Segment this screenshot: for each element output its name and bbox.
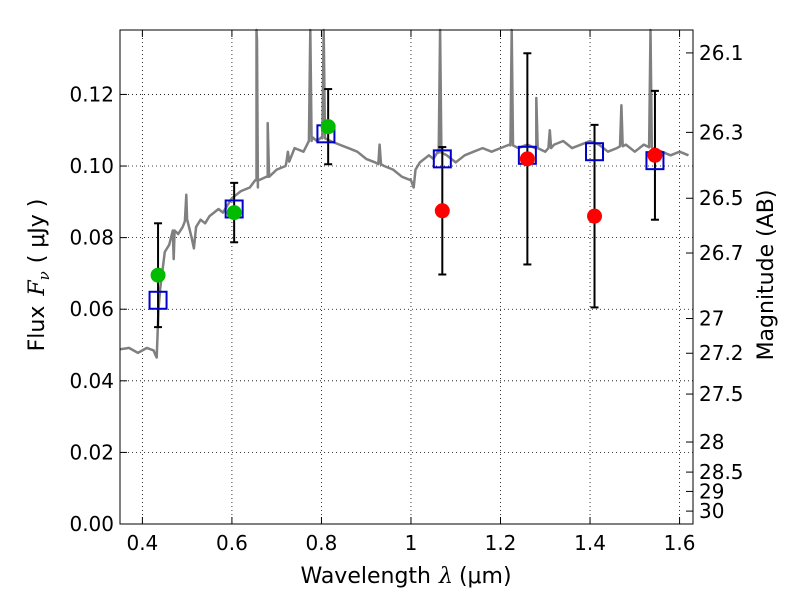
- x-tick-label: 0.6: [216, 531, 248, 555]
- x-axis-unit: (μm): [459, 564, 512, 589]
- x-axis-lambda: λ: [438, 564, 453, 589]
- spectrum-line: [119, 28, 689, 359]
- marginal-detection-point: [587, 208, 603, 224]
- right-tick-label: 26.3: [699, 120, 744, 144]
- x-tick-label: 1.4: [574, 531, 606, 555]
- y-axis-label-text: Flux: [25, 306, 50, 352]
- y-tick-label: 0.02: [69, 440, 114, 464]
- y-axis-unit: ( μJy ): [25, 199, 50, 264]
- y-tick-label: 0.08: [69, 226, 114, 250]
- y-tick-label: 0.06: [69, 297, 114, 321]
- y-tick-label: 0.00: [69, 512, 114, 536]
- y-axis-f-symbol: F: [25, 280, 50, 297]
- right-tick-label: 27.2: [699, 341, 744, 365]
- marginal-detection-point: [647, 147, 663, 163]
- right-tick-label: 26.1: [699, 41, 744, 65]
- model-photometry-square: [432, 149, 452, 169]
- error-bars: [154, 52, 659, 329]
- y-tick-label: 0.04: [69, 369, 114, 393]
- y-axis-label: Flux Fν ( μJy ): [25, 199, 53, 352]
- model-spectrum: [119, 28, 689, 359]
- data-markers: [148, 119, 665, 310]
- model-photometry-square: [148, 290, 168, 310]
- y-tick-label: 0.12: [69, 82, 114, 106]
- marginal-detection-point: [519, 151, 535, 167]
- y-axis-nu-subscript: ν: [35, 271, 53, 280]
- plot-frame: [119, 29, 694, 525]
- right-tick-label: 27: [699, 307, 724, 331]
- x-tick-label: 1.2: [485, 531, 517, 555]
- model-photometry-square: [585, 142, 605, 162]
- grid: [120, 30, 693, 525]
- detection-point: [150, 267, 166, 283]
- x-tick-label: 0.8: [306, 531, 338, 555]
- right-tick-label: 29: [699, 479, 724, 503]
- right-tick-label: 28.5: [699, 460, 744, 484]
- marginal-detection-point: [434, 203, 450, 219]
- x-tick-label: 0.4: [126, 531, 158, 555]
- right-tick-label: 26.7: [699, 241, 744, 265]
- right-tick-label: 28: [699, 430, 724, 454]
- x-axis-label: Wavelength λ (μm): [300, 564, 511, 589]
- right-tick-label: 26.5: [699, 186, 744, 210]
- detection-point: [320, 119, 336, 135]
- x-tick-label: 1.6: [664, 531, 696, 555]
- right-tick-label: 30: [699, 499, 724, 523]
- detection-point: [226, 205, 242, 221]
- y-tick-label: 0.10: [69, 154, 114, 178]
- x-axis-label-text: Wavelength: [300, 564, 431, 589]
- right-axis-label: Magnitude (AB): [754, 190, 779, 361]
- x-tick-label: 1: [405, 531, 418, 555]
- right-tick-label: 27.5: [699, 382, 744, 406]
- axis-ticks: 0.4 0.6 0.8 1 1.2 1.4 1.6 0.00 0.02 0.04 0.06 0.08 0…: [69, 30, 744, 555]
